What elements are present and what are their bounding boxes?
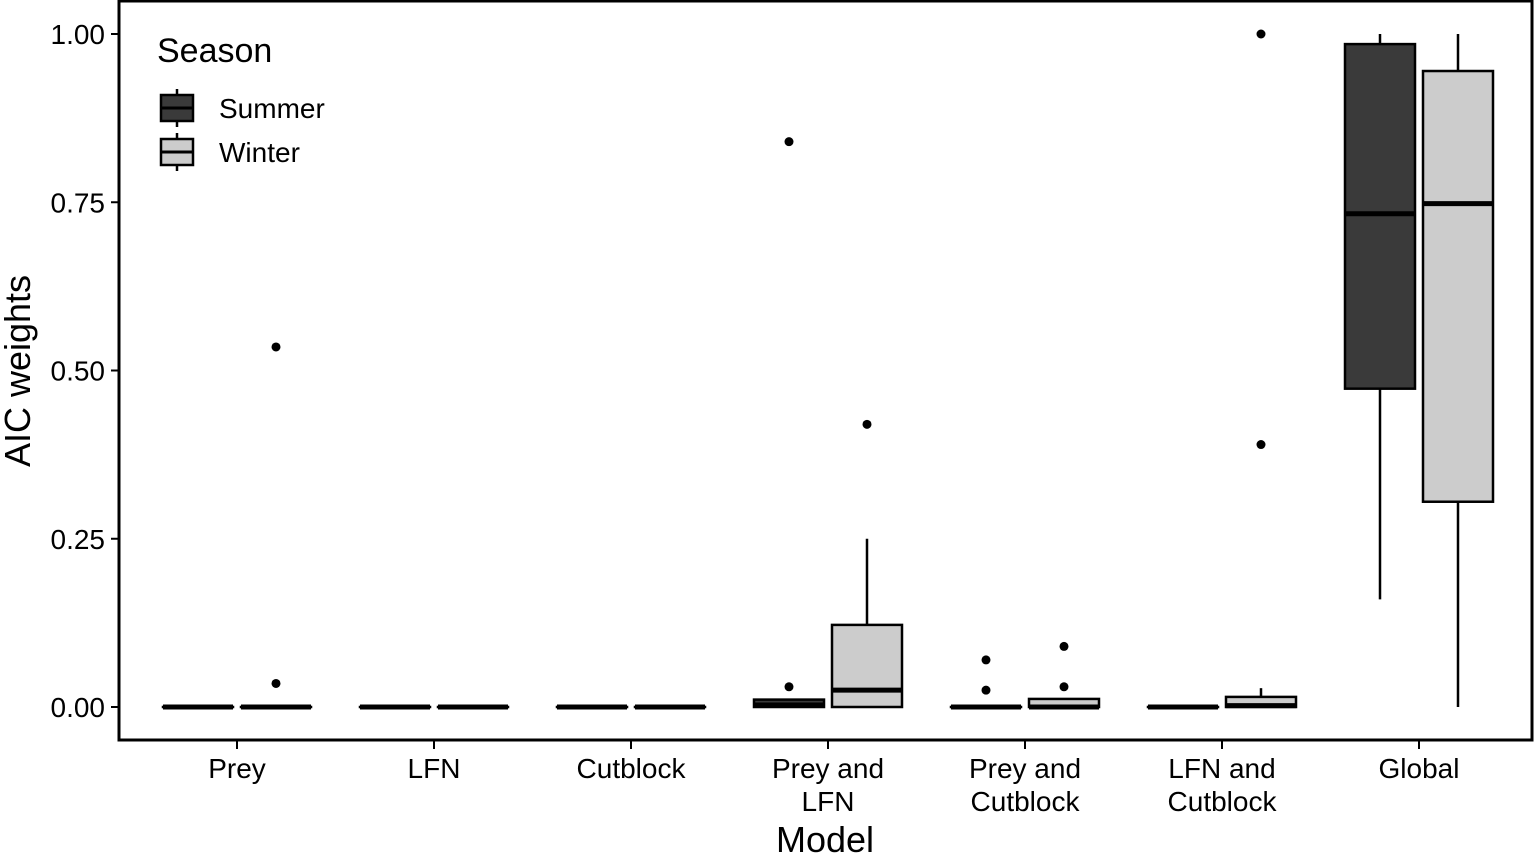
outlier-point <box>784 137 794 147</box>
box-body <box>1421 69 1495 503</box>
x-axis-title: Model <box>776 819 874 856</box>
x-tick-label: Cutblock <box>577 753 687 784</box>
x-tick-label-line: LFN <box>408 753 461 784</box>
x-tick-label-line: LFN and <box>1168 753 1275 784</box>
legend-label: Winter <box>219 137 300 168</box>
box-winter <box>239 342 313 710</box>
y-tick-label: 0.75 <box>51 187 106 218</box>
x-tick-label: Prey and LFN <box>772 753 884 817</box>
box-body <box>830 623 904 709</box>
outlier-point <box>271 342 281 352</box>
box-winter <box>1224 29 1298 709</box>
box-winter <box>1421 34 1495 707</box>
outlier-point <box>1059 641 1069 651</box>
box-body <box>1343 42 1417 390</box>
x-tick-label-line: Prey and <box>772 753 884 784</box>
x-tick-label: Prey <box>208 753 266 784</box>
x-tick-label: Global <box>1379 753 1460 784</box>
outlier-point <box>1059 682 1069 692</box>
x-tick-label-line: Cutblock <box>577 753 687 784</box>
x-tick-label: LFN and Cutblock <box>1168 753 1278 817</box>
outlier-point <box>862 419 872 429</box>
outlier-point <box>271 678 281 688</box>
y-tick-label: 0.25 <box>51 524 106 555</box>
legend-title: Season <box>157 32 272 70</box>
box-winter <box>830 419 904 709</box>
box-summer <box>752 137 826 709</box>
x-tick-label: Prey and Cutblock <box>969 753 1081 817</box>
x-tick-label-line: Prey and <box>969 753 1081 784</box>
y-tick-label: 0.00 <box>51 692 106 723</box>
x-tick-label-line: Prey <box>208 753 266 784</box>
x-tick-label-line: LFN <box>802 786 855 817</box>
x-tick-label-line: Cutblock <box>971 786 1081 817</box>
y-axis-title: AIC weights <box>0 275 38 467</box>
box-summer <box>1343 34 1417 600</box>
legend-label: Summer <box>219 93 325 124</box>
outlier-point <box>981 655 991 665</box>
box-winter <box>1027 641 1101 710</box>
plot-panel-border <box>117 0 1534 742</box>
x-tick-label-line: Global <box>1379 753 1460 784</box>
y-tick-label: 0.50 <box>51 356 106 387</box>
box-summer <box>949 655 1023 710</box>
plot-marks <box>161 29 1495 710</box>
legend: Season Summer Winter <box>157 32 325 171</box>
y-axis: 0.00 0.25 0.50 0.75 1.00 <box>51 19 119 723</box>
outlier-point <box>981 685 991 695</box>
outlier-point <box>784 682 794 692</box>
y-tick-label: 1.00 <box>51 19 106 50</box>
outlier-point <box>1256 29 1266 39</box>
x-tick-label-line: Cutblock <box>1168 786 1278 817</box>
outlier-point <box>1256 440 1266 450</box>
x-tick-label: LFN <box>408 753 461 784</box>
